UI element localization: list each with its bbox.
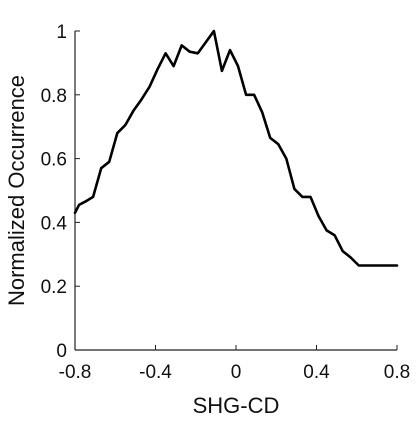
x-tick-label: -0.8 [59,362,92,383]
y-tick-label: 0.8 [41,86,67,107]
y-axis-title: Normalized Occurrence [4,75,29,306]
plot-area: -0.8 -0.4 0 0.4 0.8 0 0.2 0.4 0.6 0.8 1 [41,22,411,383]
y-tick-label: 0.6 [41,150,67,171]
x-axis-title: SHG-CD [193,393,280,418]
x-tick-label: 0 [231,362,242,383]
x-tick-label: 0.4 [303,362,330,383]
y-tick-label: 0.4 [41,213,68,234]
y-tick-label: 1 [56,22,67,43]
x-tick-label: -0.4 [139,362,172,383]
y-tick-label: 0 [56,341,67,362]
x-tick-label: 0.8 [384,362,410,383]
series-line [73,29,399,267]
y-tick-label: 0.2 [41,277,67,298]
